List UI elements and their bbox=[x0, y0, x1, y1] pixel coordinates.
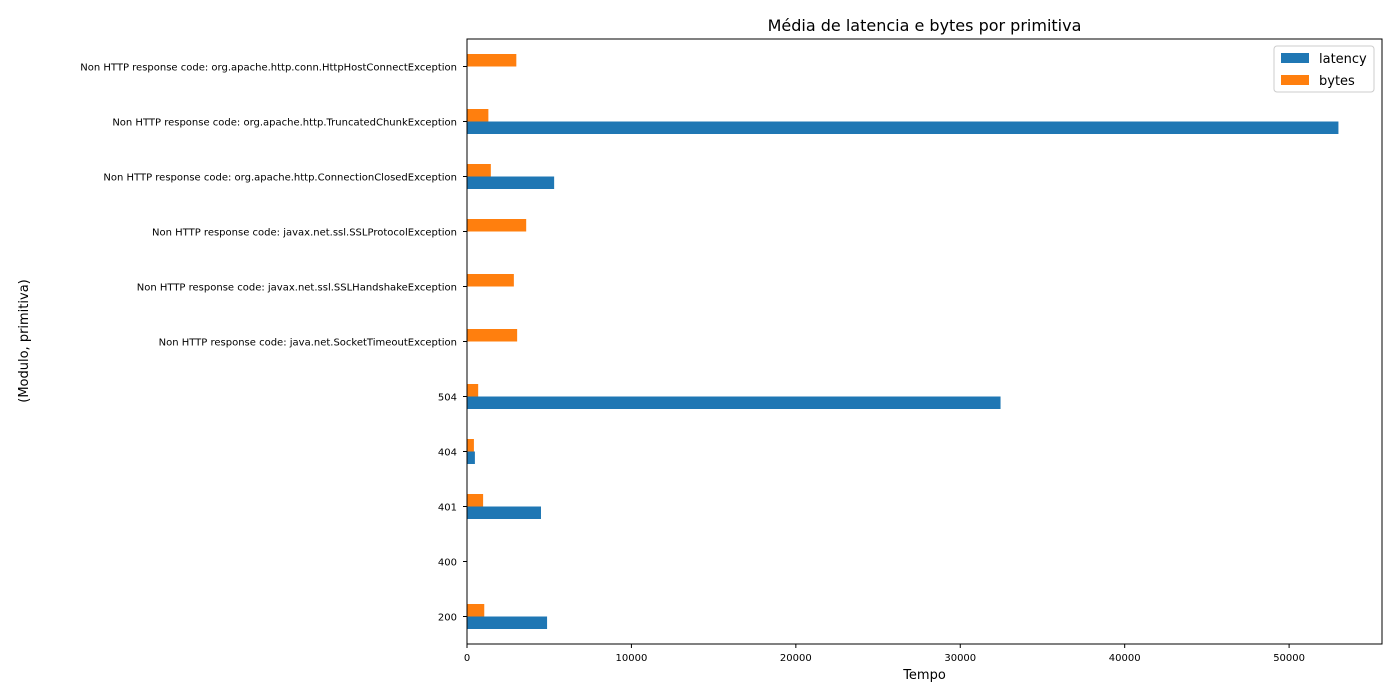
legend-label-latency: latency bbox=[1319, 52, 1367, 67]
legend-label-bytes: bytes bbox=[1319, 74, 1355, 89]
y-tick-label: Non HTTP response code: org.apache.http.… bbox=[112, 118, 457, 129]
legend-swatch-latency bbox=[1281, 53, 1309, 63]
x-tick-label: 20000 bbox=[780, 653, 812, 664]
y-tick-label: Non HTTP response code: javax.net.ssl.SS… bbox=[152, 228, 457, 239]
legend: latency bytes bbox=[1273, 45, 1375, 93]
x-tick-label: 10000 bbox=[616, 653, 648, 664]
chart-title: Média de latencia e bytes por primitiva bbox=[768, 16, 1082, 35]
bar-bytes-5 bbox=[467, 329, 518, 342]
y-tick-label: Non HTTP response code: org.apache.http.… bbox=[80, 63, 457, 74]
bar-latency-8 bbox=[467, 176, 555, 189]
y-tick-label: 200 bbox=[438, 613, 457, 624]
x-axis-ticks: 0 10000 20000 30000 40000 50000 bbox=[464, 644, 1305, 664]
x-tick-label: 50000 bbox=[1273, 653, 1305, 664]
bar-bytes-10 bbox=[467, 54, 517, 67]
y-tick-label: 404 bbox=[438, 448, 457, 459]
x-tick-label: 0 bbox=[464, 653, 470, 664]
y-axis-ticks: 200 400 401 404 504 Non HTTP response code: j… bbox=[80, 63, 467, 624]
plot-frame bbox=[466, 38, 1383, 645]
bar-bytes-2 bbox=[467, 494, 484, 507]
bar-bytes-0 bbox=[467, 604, 485, 617]
x-tick-label: 40000 bbox=[1109, 653, 1141, 664]
bar-bytes-8 bbox=[467, 164, 491, 177]
y-tick-label: 504 bbox=[438, 393, 457, 404]
bar-bytes-7 bbox=[467, 219, 527, 232]
bar-latency-9 bbox=[467, 121, 1339, 134]
bar-bytes-4 bbox=[467, 384, 479, 397]
y-tick-label: 401 bbox=[438, 503, 457, 514]
bar-bytes-9 bbox=[467, 109, 489, 122]
y-tick-label: Non HTTP response code: java.net.SocketT… bbox=[159, 338, 457, 349]
bar-latency-4 bbox=[467, 396, 1001, 409]
bar-latency-2 bbox=[467, 506, 541, 519]
bar-latency-0 bbox=[467, 616, 548, 629]
y-tick-label: Non HTTP response code: javax.net.ssl.SS… bbox=[137, 283, 457, 294]
x-tick-label: 30000 bbox=[944, 653, 976, 664]
bar-bytes-6 bbox=[467, 274, 514, 287]
plot-area bbox=[467, 54, 1339, 629]
bar-latency-3 bbox=[467, 451, 475, 464]
x-axis-title: Tempo bbox=[902, 668, 946, 683]
legend-swatch-bytes bbox=[1281, 75, 1309, 85]
y-tick-label: 400 bbox=[438, 558, 457, 569]
bar-bytes-3 bbox=[467, 439, 474, 452]
y-axis-title: (Modulo, primitiva) bbox=[17, 279, 32, 403]
y-tick-label: Non HTTP response code: org.apache.http.… bbox=[103, 173, 457, 184]
